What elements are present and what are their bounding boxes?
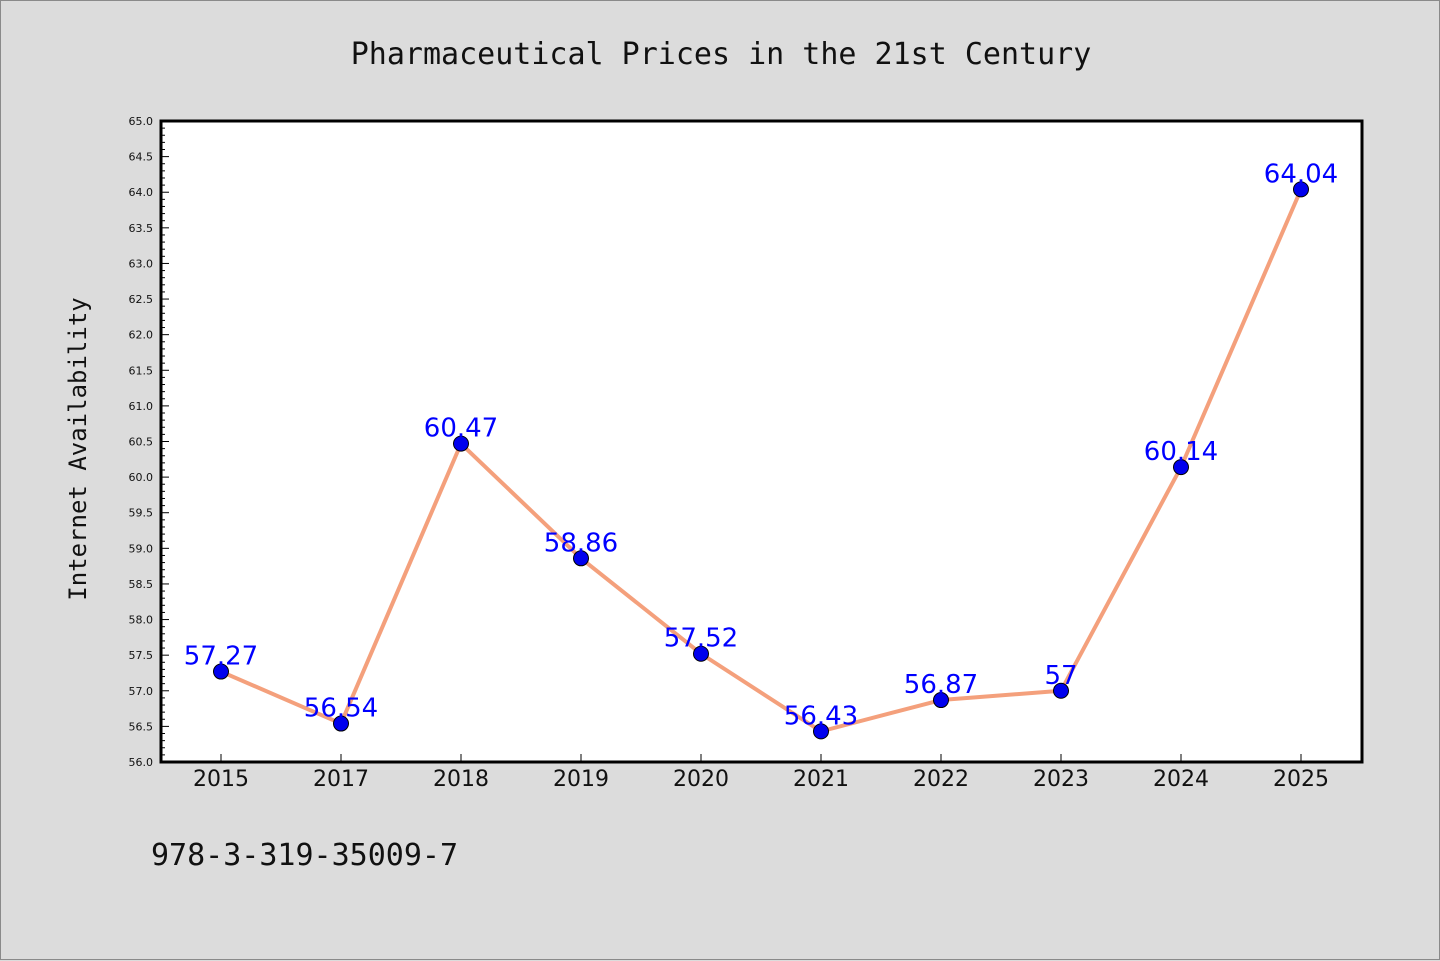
x-tick-label: 2025 (1273, 767, 1329, 792)
x-tick-label: 2018 (433, 767, 489, 792)
x-tick-label: 2020 (673, 767, 729, 792)
data-point-marker (933, 692, 949, 709)
data-point-marker (333, 715, 349, 732)
isbn-footer: 978-3-319-35009-7 (151, 838, 458, 873)
y-tick-label: 61.0 (129, 400, 154, 413)
x-tick-label: 2019 (553, 767, 609, 792)
data-point-marker (1173, 459, 1189, 476)
y-tick-label: 58.0 (129, 614, 154, 627)
data-label: 57 (1044, 661, 1077, 691)
data-point-marker (693, 645, 709, 662)
y-tick-label: 56.5 (129, 720, 154, 733)
plot-border (159, 119, 1364, 764)
data-label: 60.47 (424, 414, 498, 444)
data-labels: 57.27 56.54 60.47 58.86 57.52 56.43 56.87 57 60.… (184, 159, 1338, 731)
y-tick-label: 60.0 (129, 471, 154, 484)
y-tick-label: 61.5 (129, 364, 154, 377)
data-point-marker (813, 723, 829, 740)
data-label: 57.52 (664, 624, 738, 654)
data-label: 64.04 (1264, 159, 1338, 189)
data-label: 56.54 (304, 694, 378, 724)
data-label: 56.43 (784, 701, 858, 731)
data-markers (213, 181, 1309, 740)
y-tick-label: 57.0 (129, 685, 154, 698)
y-tick-label: 63.5 (129, 222, 154, 235)
y-tick-label: 60.5 (129, 436, 154, 449)
data-point-marker (213, 663, 229, 680)
y-axis-label: Internet Availability (64, 297, 92, 600)
y-tick-label: 63.0 (129, 257, 154, 270)
chart-title: Pharmaceutical Prices in the 21st Centur… (351, 37, 1092, 72)
y-tick-label: 64.5 (129, 151, 154, 164)
data-point-marker (453, 435, 469, 452)
x-tick-label: 2017 (313, 767, 369, 792)
y-tick-label: 56.0 (129, 756, 154, 769)
x-tick-label: 2021 (793, 767, 849, 792)
data-label: 60.14 (1144, 437, 1218, 467)
y-tick-label: 65.0 (129, 115, 154, 128)
y-tick-label: 62.0 (129, 329, 154, 342)
y-tick-label: 57.5 (129, 649, 154, 662)
data-point-marker (1293, 181, 1309, 198)
data-label: 58.86 (544, 528, 618, 558)
y-tick-label: 64.0 (129, 186, 154, 199)
x-tick-label: 2024 (1153, 767, 1209, 792)
y-tick-label: 59.5 (129, 507, 154, 520)
data-label: 56.87 (904, 670, 978, 700)
data-point-marker (573, 550, 589, 567)
x-tick-label: 2023 (1033, 767, 1089, 792)
plot-area (161, 121, 1362, 762)
series-line (220, 188, 1303, 734)
y-tick-label: 62.5 (129, 293, 154, 306)
x-tick-label: 2015 (193, 767, 249, 792)
data-point-marker (1053, 682, 1069, 699)
data-label: 57.27 (184, 642, 258, 672)
x-tick-label: 2022 (913, 767, 969, 792)
y-tick-label: 58.5 (129, 578, 154, 591)
y-tick-label: 59.0 (129, 542, 154, 555)
